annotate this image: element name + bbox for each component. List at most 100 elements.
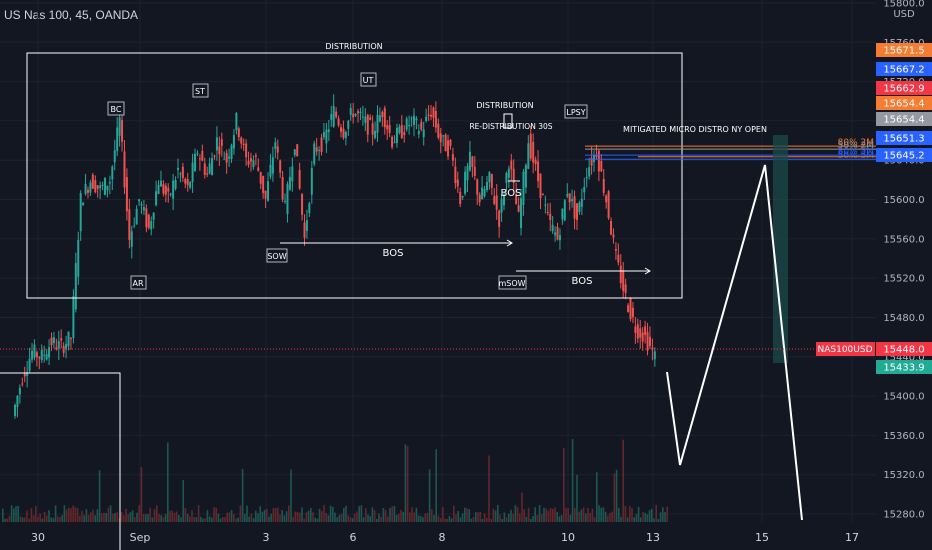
candle-body <box>38 356 41 359</box>
candle-body <box>434 110 437 128</box>
x-tick-label: 3 <box>263 531 270 544</box>
volume-bar <box>252 518 255 522</box>
volume-bar <box>373 510 376 522</box>
volume-bar <box>607 515 609 522</box>
volume-bar <box>483 513 486 522</box>
volume-bar <box>65 509 68 522</box>
volume-bar <box>525 516 528 522</box>
candle-body <box>378 115 381 122</box>
candle-body <box>33 344 36 358</box>
candle-body <box>527 143 530 169</box>
current-price-tag[interactable]: 15448.0 NAS100USD <box>816 342 932 356</box>
volume-bar <box>340 513 343 522</box>
volume-bar <box>321 511 323 522</box>
time-axis[interactable]: 30 Sep 3 6 8 10 13 15 17 <box>31 531 859 544</box>
volume-bar <box>365 508 367 522</box>
volume-bar <box>470 518 473 522</box>
volume-bar <box>274 507 277 522</box>
candle-body <box>130 231 133 247</box>
volume-bar <box>8 515 11 522</box>
candle-body <box>320 137 323 152</box>
candle-body <box>181 166 184 178</box>
volume-bar <box>343 508 345 522</box>
candle-body <box>45 354 48 360</box>
volume-bar <box>521 492 523 522</box>
candle-body <box>481 187 484 200</box>
volume-bar <box>567 508 569 522</box>
volume-bar <box>70 508 72 522</box>
candle-body <box>21 383 24 385</box>
volume-bar <box>6 518 8 522</box>
volume-bar <box>26 510 28 522</box>
x-tick-label: 10 <box>561 531 575 544</box>
candle-body <box>104 178 107 195</box>
distribution-box[interactable] <box>26 52 683 299</box>
volume-bar <box>248 516 250 522</box>
volume-bar <box>347 515 349 522</box>
bos-arrow-2 <box>644 267 651 275</box>
candle-body <box>310 167 313 195</box>
projection-path[interactable] <box>666 164 803 521</box>
volume-bar <box>468 509 470 522</box>
candle-body <box>607 191 610 219</box>
volume-bar <box>642 511 644 522</box>
candle-body <box>605 195 608 203</box>
y-tick-label: 15400.0 <box>883 392 924 403</box>
candle-body <box>172 180 175 199</box>
candle-body <box>313 143 316 165</box>
candle-body <box>646 331 649 351</box>
volume-bar <box>123 515 125 522</box>
candle-body <box>94 180 97 193</box>
candle-body <box>28 358 31 371</box>
currency-label: USD <box>893 9 915 20</box>
volume-bar <box>620 516 622 522</box>
volume-bar <box>393 506 396 522</box>
volume-bar <box>398 513 400 522</box>
candle-body <box>602 178 605 193</box>
volume-bar <box>239 505 242 522</box>
volume-bar <box>510 509 512 522</box>
volume-bar <box>292 516 294 522</box>
volume-bar <box>299 512 301 522</box>
volume-bar <box>129 512 132 522</box>
candle-body <box>303 222 306 238</box>
candle-body <box>291 166 294 182</box>
redistribution-box[interactable] <box>503 113 513 129</box>
volume-bar <box>367 514 369 522</box>
fib-label: 50% 5M <box>838 151 874 161</box>
candle-body <box>420 121 423 130</box>
volume-bar <box>303 518 305 522</box>
volume-bar <box>629 506 631 522</box>
volume-bar <box>622 439 624 522</box>
volume-bar <box>580 509 583 522</box>
candle-body <box>69 338 72 340</box>
volume-bar <box>602 507 605 522</box>
candle-body <box>82 202 85 206</box>
candle-body <box>259 171 262 184</box>
candle-body <box>485 182 488 191</box>
volume-bar <box>195 517 198 522</box>
candle-body <box>612 234 615 238</box>
volume-bar <box>10 505 13 522</box>
candle-body <box>349 107 352 115</box>
accumulation-box[interactable] <box>0 372 121 550</box>
volume-bar <box>46 515 48 522</box>
volume-bar <box>574 508 576 522</box>
volume-bar <box>230 510 233 522</box>
volume-bar <box>246 505 248 522</box>
candle-body <box>461 196 464 198</box>
volume-bar <box>389 507 391 522</box>
volume-bar <box>593 517 596 522</box>
volume-bar <box>560 515 563 522</box>
volume-bar <box>63 505 66 522</box>
candle-body <box>432 107 435 118</box>
volume-bar <box>59 516 61 522</box>
volume-bars <box>2 439 668 522</box>
candle-body <box>454 166 457 183</box>
volume-bar <box>184 508 187 522</box>
candle-body <box>575 203 578 220</box>
candle-body <box>159 180 162 187</box>
volume-bar <box>523 509 525 522</box>
target-zone[interactable] <box>773 135 788 363</box>
